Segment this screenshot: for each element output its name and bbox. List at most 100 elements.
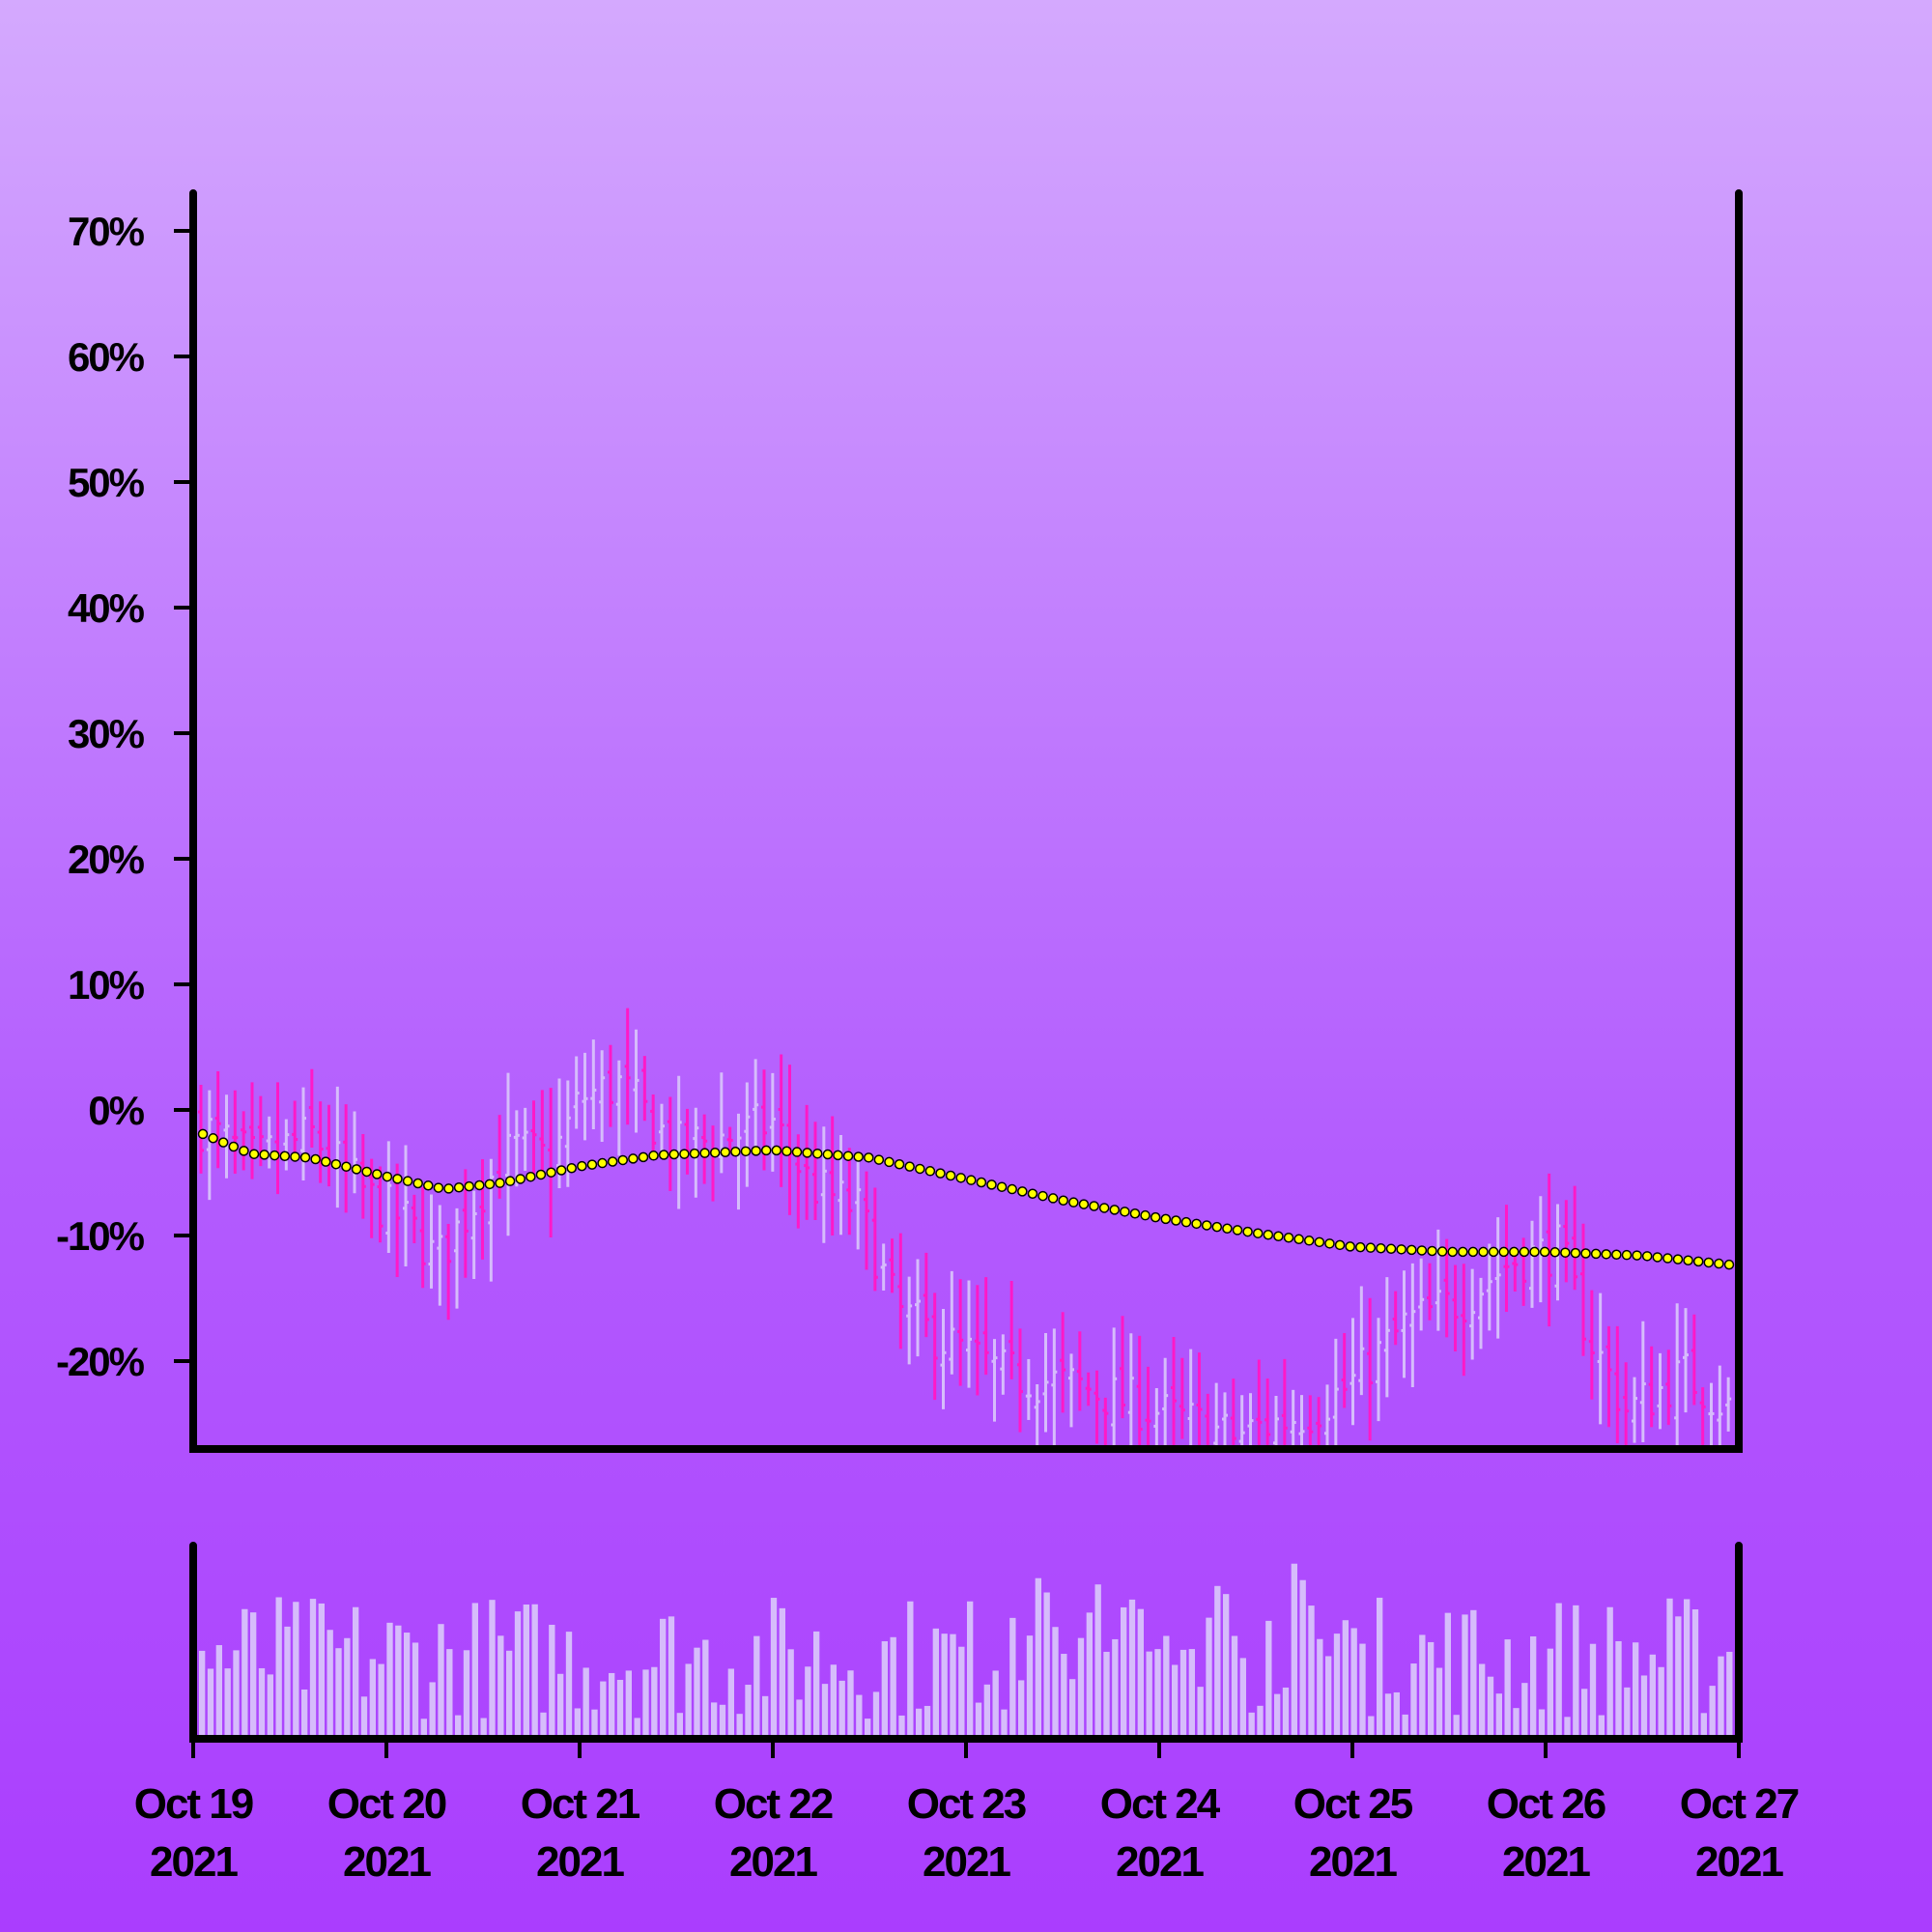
volume-bar — [420, 1719, 427, 1739]
ohlc-bar — [1588, 1290, 1595, 1400]
moving-average-point — [976, 1177, 987, 1188]
volume-bar — [353, 1606, 359, 1739]
volume-bar — [711, 1702, 718, 1739]
ohlc-bar — [650, 1094, 657, 1156]
moving-average-point — [361, 1166, 372, 1178]
volume-bar — [1428, 1641, 1435, 1739]
moving-average-point — [1467, 1246, 1479, 1258]
ohlc-bar — [667, 1096, 673, 1191]
moving-average-point — [730, 1147, 741, 1157]
ohlc-bar — [1529, 1220, 1535, 1308]
volume-bar — [685, 1663, 692, 1739]
ohlc-bar — [838, 1135, 844, 1236]
ohlc-bar — [931, 1293, 938, 1401]
volume-bar — [1573, 1605, 1579, 1739]
ohlc-bar — [889, 1238, 895, 1293]
volume-bar — [1146, 1651, 1152, 1739]
ohlc-bar — [1094, 1370, 1100, 1444]
moving-average-point — [1273, 1231, 1284, 1241]
ohlc-bar — [1076, 1331, 1083, 1411]
volume-bar — [344, 1637, 351, 1739]
moving-average-point — [884, 1156, 895, 1168]
ohlc-bar — [982, 1277, 989, 1376]
volume-bar — [1453, 1715, 1460, 1739]
moving-average-point — [689, 1148, 700, 1159]
volume-bar — [1197, 1687, 1204, 1739]
ohlc-bar — [1469, 1268, 1476, 1360]
ohlc-bar — [334, 1086, 341, 1208]
ohlc-bar — [1153, 1387, 1160, 1449]
volume-bar — [1684, 1599, 1690, 1739]
volume-bar — [1308, 1605, 1315, 1739]
ohlc-bar — [1401, 1270, 1407, 1378]
ohlc-bar — [385, 1141, 392, 1253]
ohlc-bar — [991, 1339, 998, 1422]
x-tick-label-year: 2021 — [1309, 1838, 1397, 1886]
volume-bar — [1435, 1667, 1443, 1739]
ohlc-bar — [786, 1065, 793, 1215]
moving-average-point — [1345, 1241, 1355, 1252]
volume-bar — [676, 1713, 683, 1739]
volume-bar — [386, 1622, 393, 1739]
volume-bar — [523, 1605, 529, 1739]
volume-bar — [1504, 1639, 1511, 1739]
moving-average-point — [1570, 1247, 1581, 1259]
volume-bar — [1589, 1643, 1597, 1739]
moving-average-point — [833, 1150, 843, 1161]
ohlc-bar — [1060, 1312, 1066, 1413]
volume-bar — [258, 1667, 266, 1739]
ohlc-bar — [855, 1160, 862, 1250]
ohlc-bar — [871, 1187, 878, 1292]
volume-bar — [1188, 1649, 1195, 1739]
volume-bar — [1444, 1612, 1451, 1739]
moving-average-point — [966, 1175, 977, 1185]
volume-bar — [1342, 1620, 1349, 1739]
volume-bar — [565, 1632, 573, 1739]
moving-average-point — [586, 1159, 598, 1170]
volume-bar — [702, 1639, 709, 1739]
moving-average-point — [1314, 1236, 1325, 1248]
volume-bar — [1649, 1654, 1656, 1739]
moving-average-point — [597, 1157, 608, 1169]
ohlc-bar — [1179, 1357, 1185, 1439]
ohlc-bar — [769, 1072, 776, 1172]
volume-bar — [275, 1597, 282, 1739]
volume-bar — [1718, 1656, 1724, 1739]
y-tick-label: 30% — [68, 711, 145, 756]
volume-bar — [796, 1699, 803, 1739]
moving-average-point — [1109, 1205, 1121, 1215]
volume-bar — [1274, 1693, 1281, 1739]
volume-bar — [967, 1601, 974, 1739]
volume-bar — [634, 1718, 640, 1739]
volume-bar — [916, 1708, 923, 1739]
volume-bar — [941, 1634, 948, 1739]
volume-bar — [625, 1670, 632, 1739]
ohlc-bar — [479, 1159, 486, 1260]
moving-average-point — [607, 1156, 618, 1167]
volume-bar — [779, 1607, 785, 1739]
moving-average-point — [1150, 1211, 1161, 1223]
ohlc-bar — [582, 1052, 588, 1141]
moving-average-point — [1662, 1253, 1673, 1264]
ohlc-bar — [1367, 1297, 1374, 1441]
volume-bar — [1513, 1708, 1520, 1739]
volume-bar — [1658, 1666, 1664, 1739]
ohlc-bar — [641, 1056, 648, 1122]
moving-average-point — [372, 1169, 383, 1179]
volume-bar — [1402, 1714, 1408, 1739]
moving-average-point — [433, 1182, 444, 1193]
moving-average-line — [197, 1128, 1735, 1270]
ohlc-bar — [1597, 1293, 1604, 1425]
ohlc-bar — [411, 1194, 417, 1243]
moving-average-point — [617, 1154, 629, 1166]
moving-average-point — [1632, 1250, 1642, 1261]
volume-bars — [199, 1563, 1733, 1739]
ohlc-bar — [437, 1205, 443, 1306]
volume-bar — [745, 1685, 752, 1739]
moving-average-point — [197, 1128, 209, 1140]
moving-average-point — [658, 1150, 669, 1160]
ohlc-bar — [1614, 1325, 1621, 1444]
ohlc-bar — [615, 1060, 622, 1156]
volume-bar — [1077, 1637, 1085, 1739]
y-tick-label: -20% — [56, 1339, 145, 1384]
